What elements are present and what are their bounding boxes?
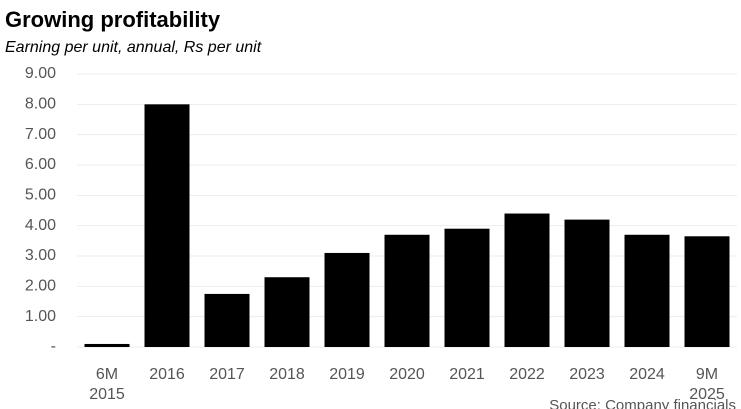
x-tick-label: 2018 [269,366,305,383]
y-tick-label: 3.00 [25,247,56,264]
y-tick-label: 6.00 [25,156,56,173]
y-tick-label: - [51,338,56,355]
y-tick-label: 1.00 [25,308,56,325]
x-tick-label: 2019 [329,366,365,383]
bar [564,219,610,347]
bar [144,104,190,347]
x-tick-label: 2023 [569,366,605,383]
y-tick-label: 4.00 [25,217,56,234]
x-tick-label: 2022 [509,366,545,383]
y-tick-label: 7.00 [25,126,56,143]
bar [84,343,130,347]
chart-title: Growing profitability [5,7,221,32]
bar [444,228,490,347]
x-tick-label: 2016 [149,366,185,383]
x-tick-label: 9M 2025 [689,366,725,403]
x-tick-label: 6M 2015 [89,366,125,403]
y-tick-label: 5.00 [25,187,56,204]
x-tick-label: 2017 [209,366,245,383]
bar [684,236,730,347]
chart-subtitle: Earning per unit, annual, Rs per unit [5,39,262,56]
bar [264,277,310,347]
bar [324,252,370,347]
x-tick-label: 2020 [389,366,425,383]
x-tick-label: 2021 [449,366,485,383]
y-tick-label: 8.00 [25,96,56,113]
bar [624,234,670,347]
y-tick-label: 2.00 [25,278,56,295]
bar [504,213,550,347]
bar [384,234,430,347]
y-tick-label: 9.00 [25,65,56,82]
source-note: Source: Company financials [549,397,736,409]
x-tick-label: 2024 [629,366,665,383]
bar [204,293,250,347]
